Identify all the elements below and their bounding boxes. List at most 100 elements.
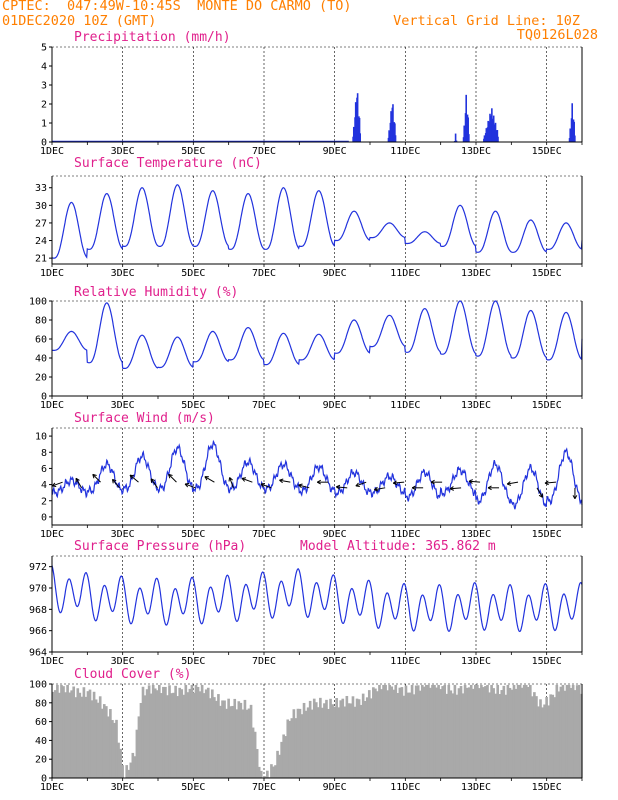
cloud-bar [243,699,247,778]
cloud-bar [190,684,194,778]
cloud-bar [284,736,288,778]
cloud-bar [113,722,116,778]
cloud-bar [86,691,90,778]
cloud-bar [575,685,579,778]
y-tick-label: 2 [41,100,47,111]
y-tick-label: 80 [35,698,47,709]
y-tick-label: 968 [29,605,47,616]
cloud-bar [52,691,55,778]
cloud-bar [341,698,345,778]
wind-arrow [150,478,158,489]
cloud-bar [119,748,122,778]
cloud-bar [331,704,334,778]
cloud-bar [365,697,369,778]
x-tick-label: 3DEC [111,656,135,667]
y-tick-label: 100 [29,297,47,308]
cloud-bar [253,731,257,778]
x-tick-label: 3DEC [111,268,135,279]
cloud-bar [469,684,473,778]
y-tick-label: 0 [41,512,47,523]
wind-arrow [75,477,83,489]
header-model-id: TQ0126L028 [516,27,598,43]
y-tick-label: 8 [41,448,47,459]
y-tick-label: 20 [35,373,47,384]
x-tick-label: 7DEC [252,146,276,157]
x-tick-label: 5DEC [181,529,205,540]
cloud-bar [480,684,483,778]
cloud-bar [359,704,363,778]
cloud-bar [233,698,237,778]
cloud-bar [390,686,394,778]
panel-1: 21 24 27 30 33 1DEC 3DEC 5DEC 7DEC 9DEC 11DEC 13DEC… [35,156,583,279]
cloud-bar [478,688,481,778]
cloud-bar [386,690,389,778]
cloud-bar [439,689,442,778]
header-date: 01DEC2020 10Z (GMT) [2,13,157,29]
cloud-bar [492,688,495,778]
cloud-bar [549,694,553,778]
cloud-bar [565,684,569,778]
header-line1: CPTEC: 047:49W-10:45S MONTE DO CARMO (TO… [2,0,352,14]
cloud-bar [58,692,61,778]
cloud-bar [306,707,310,778]
wind-arrow [572,487,578,500]
x-tick-label: 11DEC [390,146,420,157]
cloud-bar [54,690,57,778]
x-tick-label: 15DEC [532,268,562,279]
wind-arrow [228,477,234,488]
y-tick-label: 40 [35,354,47,365]
x-tick-label: 15DEC [532,656,562,667]
cloud-bar [414,685,418,778]
wind-arrow [111,478,120,489]
cloud-bar [278,754,281,778]
cloud-bar [80,696,84,778]
y-tick-label: 33 [35,183,47,194]
cloud-bar [192,692,196,778]
series-line [51,300,583,369]
cloud-bar [143,695,147,778]
cloud-bar [158,684,161,778]
cloud-bar [215,700,218,778]
cloud-bar [219,705,222,778]
wind-arrow [392,480,405,486]
cloud-bar [467,687,471,778]
wind-arrow [487,485,500,491]
y-tick-label: 0 [41,392,47,403]
y-tick-label: 20 [35,755,47,766]
cloud-bar [461,693,465,778]
cloud-bar [198,691,202,778]
cloud-bar [465,687,469,778]
x-tick-label: 11DEC [390,400,420,411]
cloud-bar [292,709,296,778]
cloud-bar [504,694,508,778]
cloud-bar [531,696,534,778]
cloud-bar [451,693,455,778]
cloud-bar [435,687,438,778]
cloud-bar [337,707,341,778]
wind-arrow [260,482,272,489]
x-tick-label: 1DEC [40,782,64,793]
cloud-bar [286,719,290,778]
wind-arrow [51,481,63,488]
cloud-bar [139,702,143,778]
precip-bar [358,117,361,142]
cloud-bar [196,686,200,778]
cloud-bar [455,694,459,778]
cloud-bar [178,687,182,778]
cloud-bar [94,699,98,778]
cloud-bar [264,776,267,778]
precip-bar [394,123,396,142]
cloud-bar [508,687,512,778]
cloud-bar [392,689,396,778]
panel-5: 0 20 40 60 80 100 1DEC 3DEC 5DEC 7DEC 9DEC 11DEC 13D… [29,667,583,793]
cloud-bar [488,692,491,778]
y-tick-label: 970 [29,584,47,595]
cloud-bar [298,708,302,778]
x-tick-label: 15DEC [532,146,562,157]
cloud-bar [155,690,159,778]
cloud-bar [404,685,408,778]
cloud-bar [579,693,583,778]
precip-bar [468,134,470,142]
wind-arrow [168,473,177,483]
cloud-bar [102,704,106,778]
